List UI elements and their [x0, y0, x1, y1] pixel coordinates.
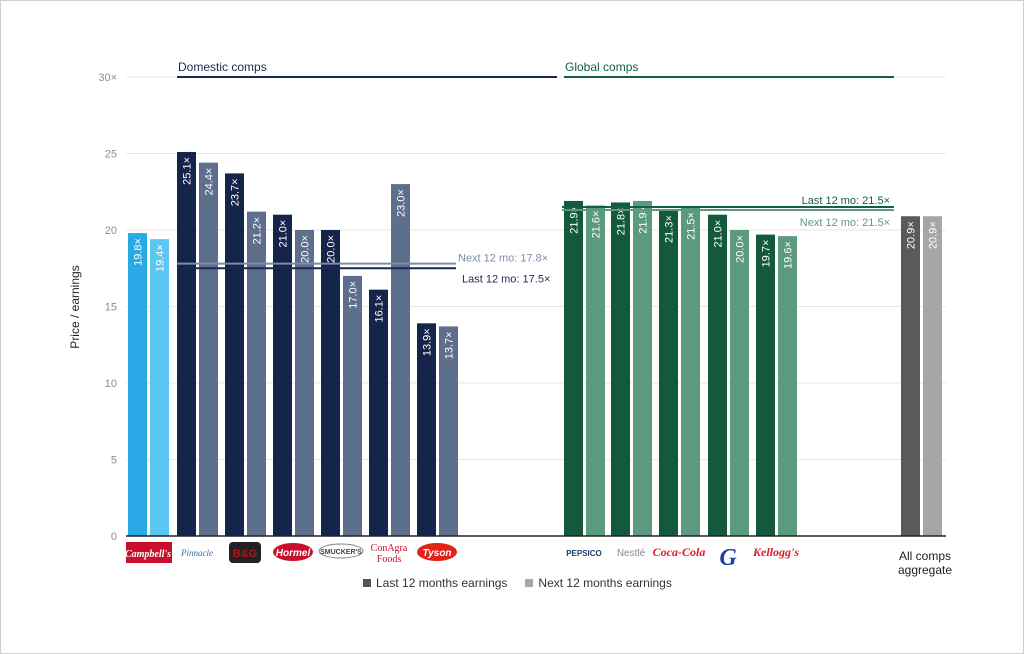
- company-logo: Kellogg's: [752, 545, 799, 559]
- bar-ntm: [199, 162, 218, 536]
- bar-ltm: [128, 233, 147, 536]
- bar-ltm: [659, 210, 678, 537]
- bar-value-label: 17.0×: [348, 281, 360, 309]
- bar-ntm: [295, 230, 314, 536]
- company-logo: ConAgra: [371, 543, 408, 554]
- logo-oval: [417, 543, 457, 561]
- bar-value-label: 21.9×: [638, 206, 650, 234]
- campbells-logo-bg: [126, 542, 172, 563]
- bar-ltm: [273, 214, 292, 536]
- bar-value-label: 20.0×: [735, 235, 747, 263]
- bar-ntm: [391, 184, 410, 536]
- bar-ltm: [611, 202, 630, 536]
- group-label: Domestic comps: [178, 60, 267, 74]
- bar-value-label: 23.7×: [230, 178, 242, 206]
- group-label: Global comps: [565, 60, 638, 74]
- reference-line-label: Next 12 mo: 21.5×: [800, 217, 890, 229]
- bar-value-label: 21.3×: [664, 215, 676, 243]
- legend-swatch-ntm: [525, 579, 534, 587]
- bar-ltm: [369, 289, 388, 536]
- bar-value-label: 21.5×: [686, 212, 698, 240]
- legend-label-ntm: Next 12 months earnings: [538, 576, 672, 590]
- bar-ntm: [343, 275, 362, 536]
- reference-line-label: Last 12 mo: 17.5×: [462, 273, 550, 285]
- bar-ltm: [708, 214, 727, 536]
- company-logo-line2: Foods: [377, 554, 402, 565]
- bar-value-label: 21.0×: [713, 220, 725, 248]
- legend-swatch-ltm: [363, 579, 371, 587]
- bar-ntm: [730, 230, 749, 536]
- bar-ltm: [225, 173, 244, 536]
- reference-line-label: Next 12 mo: 17.8×: [458, 253, 548, 265]
- bar-value-label: 13.7×: [444, 331, 456, 359]
- aggregate-label: All comps aggregate: [887, 549, 963, 577]
- y-tick-label: 0: [111, 531, 117, 543]
- y-tick-label: 25: [105, 149, 117, 161]
- bar-value-label: 19.8×: [133, 238, 145, 266]
- bar-value-label: 25.1×: [182, 157, 194, 185]
- legend-item-ntm: Next 12 months earnings: [525, 576, 672, 590]
- company-logo: Nestlé: [617, 548, 646, 559]
- bar-ntm: [778, 236, 797, 536]
- legend-label-ltm: Last 12 months earnings: [376, 576, 508, 590]
- legend-item-ltm: Last 12 months earnings: [363, 576, 507, 590]
- bar-ltm: [321, 230, 340, 536]
- company-logo: Coca-Cola: [653, 545, 706, 559]
- bar-value-label: 24.4×: [204, 168, 216, 196]
- bar-ntm: [439, 326, 458, 536]
- bar-value-label: 19.6×: [783, 241, 795, 269]
- bar-ltm: [564, 200, 583, 536]
- bar-ntm: [633, 200, 652, 536]
- bar-value-label: 19.7×: [761, 240, 773, 268]
- bar-value-label: 20.0×: [300, 235, 312, 263]
- y-axis-label: Price / earnings: [68, 265, 82, 348]
- bar-value-label: 20.9×: [928, 221, 940, 249]
- bar-ntm: [681, 207, 700, 537]
- company-logo: PEPSICO: [566, 549, 602, 558]
- company-logo: B&G: [233, 548, 257, 560]
- y-tick-label: 10: [105, 378, 117, 390]
- bar-value-label: 21.0×: [278, 220, 290, 248]
- bar-value-label: 19.4×: [155, 244, 167, 272]
- bar-ltm: [177, 151, 196, 536]
- company-logo: Tyson: [422, 548, 451, 559]
- bar-value-label: 21.6×: [591, 211, 603, 239]
- logo-oval: [318, 543, 364, 559]
- bar-value-label: 20.0×: [326, 235, 338, 263]
- company-logo: SMUCKER'S: [320, 549, 362, 556]
- bar-value-label: 21.8×: [616, 207, 628, 235]
- y-tick-label: 5: [111, 455, 117, 467]
- bar-value-label: 21.2×: [252, 217, 264, 245]
- bar-value-label: 16.1×: [374, 295, 386, 323]
- bar-ltm: [756, 234, 775, 536]
- bar-value-label: 20.9×: [906, 221, 918, 249]
- bar-ntm: [923, 216, 942, 537]
- company-logo: G: [719, 545, 737, 571]
- bar-value-label: 23.0×: [396, 189, 408, 217]
- bg-logo-bg: [229, 542, 261, 563]
- bar-ltm: [901, 216, 920, 537]
- aggregate-label-line1: All comps: [898, 549, 951, 563]
- company-logo: Campbell's: [125, 549, 171, 560]
- bar-value-label: 13.9×: [422, 328, 434, 356]
- aggregate-label-line2: aggregate: [897, 563, 953, 577]
- logo-oval: [273, 543, 313, 561]
- bar-ltm: [417, 323, 436, 536]
- bar-ntm: [247, 211, 266, 536]
- y-tick-label: 30×: [98, 72, 117, 84]
- bar-value-label: 21.9×: [569, 206, 581, 234]
- y-tick-label: 20: [105, 225, 117, 237]
- bar-ntm: [586, 205, 605, 536]
- company-logo: Pinnacle: [180, 548, 213, 558]
- y-tick-label: 15: [105, 302, 117, 314]
- company-logo: Hormel: [276, 548, 311, 559]
- reference-line-label: Last 12 mo: 21.5×: [802, 195, 890, 207]
- bar-ntm: [150, 239, 169, 536]
- legend: Last 12 months earnings Next 12 months e…: [363, 576, 672, 590]
